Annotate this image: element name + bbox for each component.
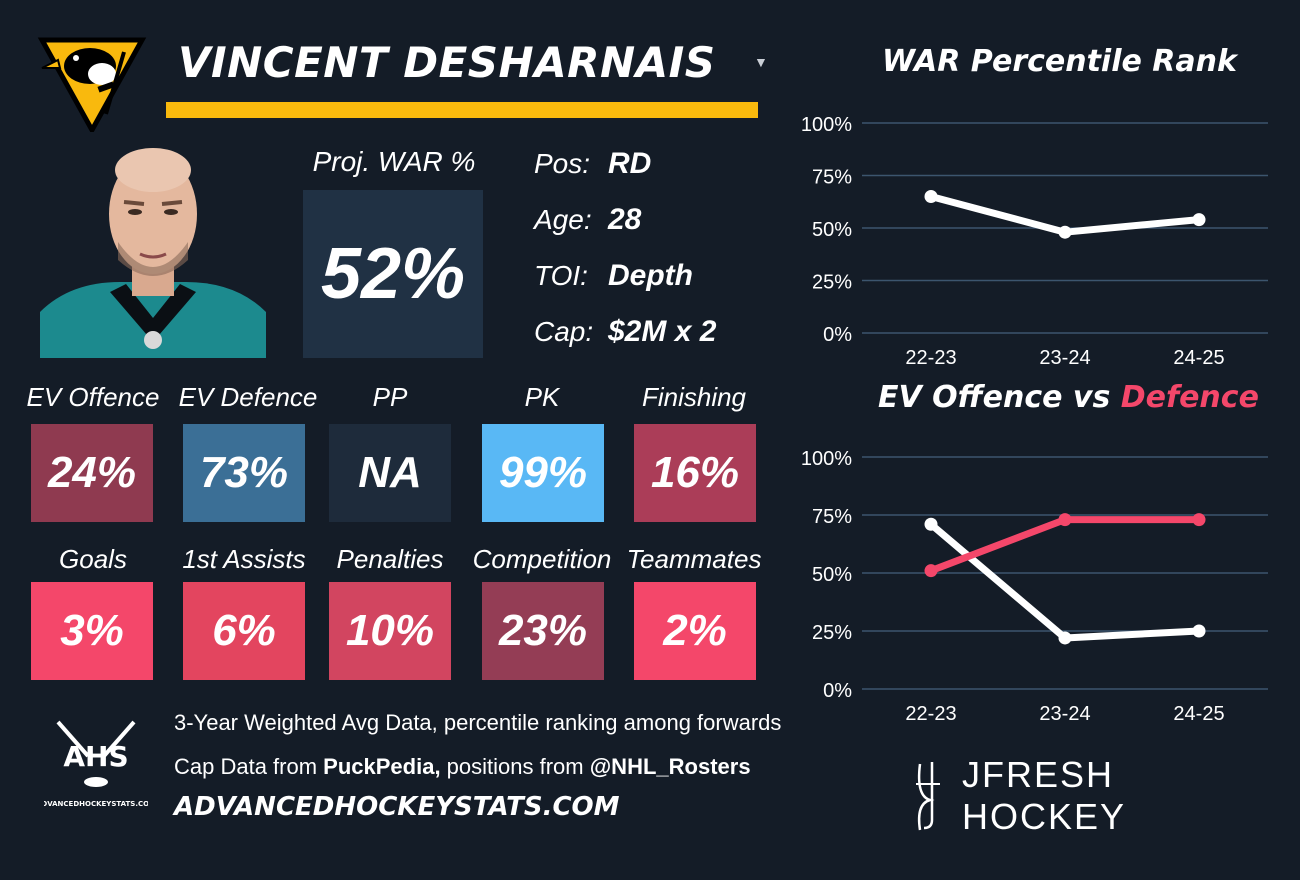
team-logo [37,37,147,132]
stat-box-penalties: 10% [329,582,451,680]
stat-label-1st-assists: 1st Assists [182,544,306,574]
stat-box-1st-assists: 6% [183,582,305,680]
player-headshot [40,148,266,358]
stat-label-ev-defence: EV Defence [178,382,318,412]
ev-chart-point [924,564,938,578]
info-cap: Cap: $2M x 2 [534,312,716,352]
war-chart-y-tick: 75% [812,167,852,189]
player-name[interactable]: VINCENT DESHARNAIS [178,38,716,87]
stat-box-competition: 23% [482,582,604,680]
stat-label-goals: Goals [59,544,127,574]
proj-war-box: 52% [303,190,483,358]
proj-war-label: Proj. WAR % [312,146,476,177]
stat-label-pp: PP [372,382,408,412]
chart-ev-title: EV Offence vs Defence [878,380,1259,415]
nhl-rosters-credit: @NHL_Rosters [589,754,751,779]
jfresh-brand: JFRESH HOCKEY [910,754,1290,837]
ev-chart-y-tick: 25% [812,622,852,644]
cap-label: Cap: [534,316,594,347]
stat-box-ev-offence: 24% [31,424,153,522]
toi-value: Depth [608,259,693,292]
stat-label-finishing: Finishing [641,382,747,412]
war-chart-y-tick: 100% [801,114,852,136]
pos-value: RD [608,147,652,180]
ev-chart-y-tick: 0% [823,680,852,702]
pos-label: Pos: [534,148,591,179]
war-chart-point [1058,225,1072,239]
puckpedia-credit: PuckPedia, [323,754,441,779]
name-underline [166,102,758,118]
stat-box-goals: 3% [31,582,153,680]
proj-war-value: 52% [320,234,466,314]
stat-box-teammates: 2% [634,582,756,680]
ev-chart-y-tick: 75% [812,506,852,528]
stat-label-teammates: Teammates [626,544,762,574]
age-value: 28 [608,203,642,236]
ev-offence-defence-chart: 100% 75% 50% 25% 0% 22-23 23-24 24-25 [801,448,1268,725]
war-chart-point [1192,213,1206,227]
ev-chart-series-line-0 [928,521,1200,642]
stat-box-finishing: 16% [634,424,756,522]
info-toi: TOI: Depth [534,256,693,296]
info-age: Age: 28 [534,200,641,240]
footer-note-2: Cap Data from PuckPedia, positions from … [174,754,751,780]
war-chart-point [924,190,938,203]
jfresh-brand-text: JFRESH HOCKEY [962,754,1127,837]
stat-label-ev-offence: EV Offence [26,382,160,412]
stat-label-penalties: Penalties [336,544,444,574]
ev-chart-point [1058,513,1072,527]
war-chart-y-tick: 0% [823,324,852,346]
ahs-logo-subtext: ADVANCEDHOCKEYSTATS.COM [44,800,148,808]
cap-value: $2M x 2 [608,315,717,348]
ev-chart-x-tick: 23-24 [1039,703,1090,725]
ev-chart-point [924,517,938,531]
ev-chart-y-tick: 50% [812,564,852,586]
ev-chart-point [1058,631,1072,645]
footer-note-2-mid: positions from [440,754,590,779]
ev-chart-point [1192,513,1206,527]
war-chart-x-tick: 24-25 [1173,347,1224,369]
chevron-down-icon[interactable]: ▼ [754,54,768,70]
age-label: Age: [534,204,592,235]
toi-label: TOI: [534,260,588,291]
war-chart-y-tick: 50% [812,219,852,241]
chart-ev-title-part1: EV Offence vs [878,380,1121,415]
ev-chart-point [1192,624,1206,638]
war-chart-y-tick: 25% [812,272,852,294]
jfresh-logo-icon [916,762,940,831]
stat-box-pk: 99% [482,424,604,522]
footer-note-1: 3-Year Weighted Avg Data, percentile ran… [174,710,782,735]
ev-chart-y-tick: 100% [801,448,852,470]
war-chart-x-tick: 22-23 [905,347,956,369]
stat-box-pp: NA [329,424,451,522]
info-pos: Pos: RD [534,144,651,184]
ev-chart-x-tick: 22-23 [905,703,956,725]
stat-box-ev-defence: 73% [183,424,305,522]
war-chart-x-tick: 23-24 [1039,347,1090,369]
ev-chart-x-tick: 24-25 [1173,703,1224,725]
footer-note-2-prefix: Cap Data from [174,754,324,779]
ahs-logo-text: AHS [63,740,128,773]
stat-label-competition: Competition [472,544,612,574]
ahs-logo: AHS ADVANCEDHOCKEYSTATS.COM [44,720,148,808]
stat-label-pk: PK [524,382,560,412]
chart-ev-title-defence: Defence [1120,380,1259,415]
war-percentile-chart: 100% 75% 50% 25% 0% 22-23 23-24 24-25 [801,114,1268,369]
site-link[interactable]: ADVANCEDHOCKEYSTATS.COM [174,792,620,822]
chart-war-title: WAR Percentile Rank [882,44,1237,79]
ev-chart-series-line-1 [929,516,1199,574]
